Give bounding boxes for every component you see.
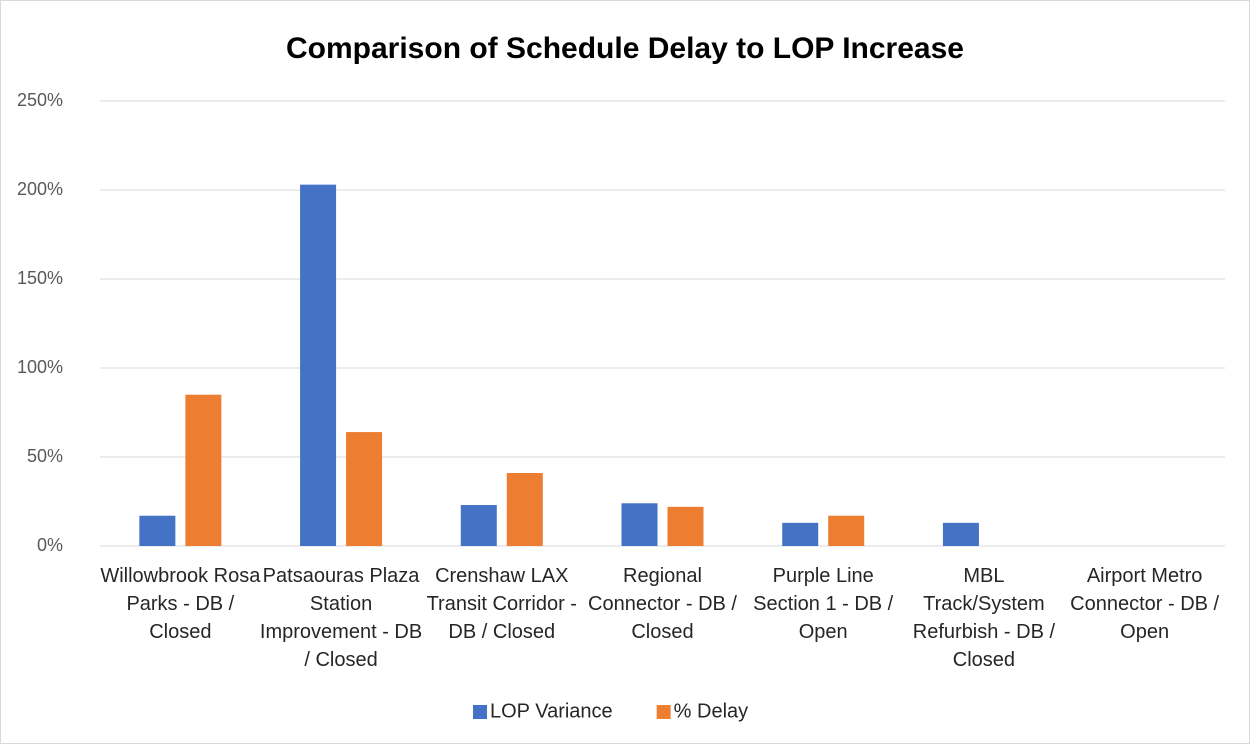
bar: [346, 432, 383, 546]
chart-title: Comparison of Schedule Delay to LOP Incr…: [286, 32, 964, 65]
legend-label: % Delay: [674, 700, 748, 722]
x-tick-label: Patsaouras Plaza Station Improvement - D…: [259, 565, 423, 671]
y-tick-label: 250%: [17, 90, 63, 110]
y-tick-label: 100%: [17, 357, 63, 377]
y-tick-label: 0%: [37, 535, 63, 555]
x-tick-label: Airport Metro Connector - DB / Open: [1070, 565, 1220, 643]
bar: [185, 394, 222, 546]
bar: [667, 506, 704, 546]
legend-label: LOP Variance: [490, 700, 613, 722]
bar: [942, 522, 979, 546]
y-tick-label: 50%: [27, 446, 63, 466]
bar: [460, 505, 497, 546]
x-tick-label: Regional Connector - DB / Closed: [588, 565, 737, 643]
x-tick-label: Willowbrook Rosa Parks - DB / Closed: [100, 565, 261, 643]
bar: [139, 515, 176, 546]
bar: [506, 473, 543, 546]
x-tick-label: Crenshaw LAX Transit Corridor - DB / Clo…: [426, 565, 577, 643]
bar: [621, 503, 658, 546]
y-tick-label: 150%: [17, 268, 63, 288]
bar: [828, 515, 865, 546]
bar: [300, 184, 337, 546]
x-tick-label: Purple Line Section 1 - DB / Open: [753, 565, 894, 643]
legend-swatch: [656, 705, 671, 719]
x-tick-label: MBL Track/System Refurbish - DB / Closed: [912, 565, 1056, 671]
y-tick-label: 200%: [17, 179, 63, 199]
bar: [782, 522, 819, 546]
legend-swatch: [473, 705, 487, 719]
